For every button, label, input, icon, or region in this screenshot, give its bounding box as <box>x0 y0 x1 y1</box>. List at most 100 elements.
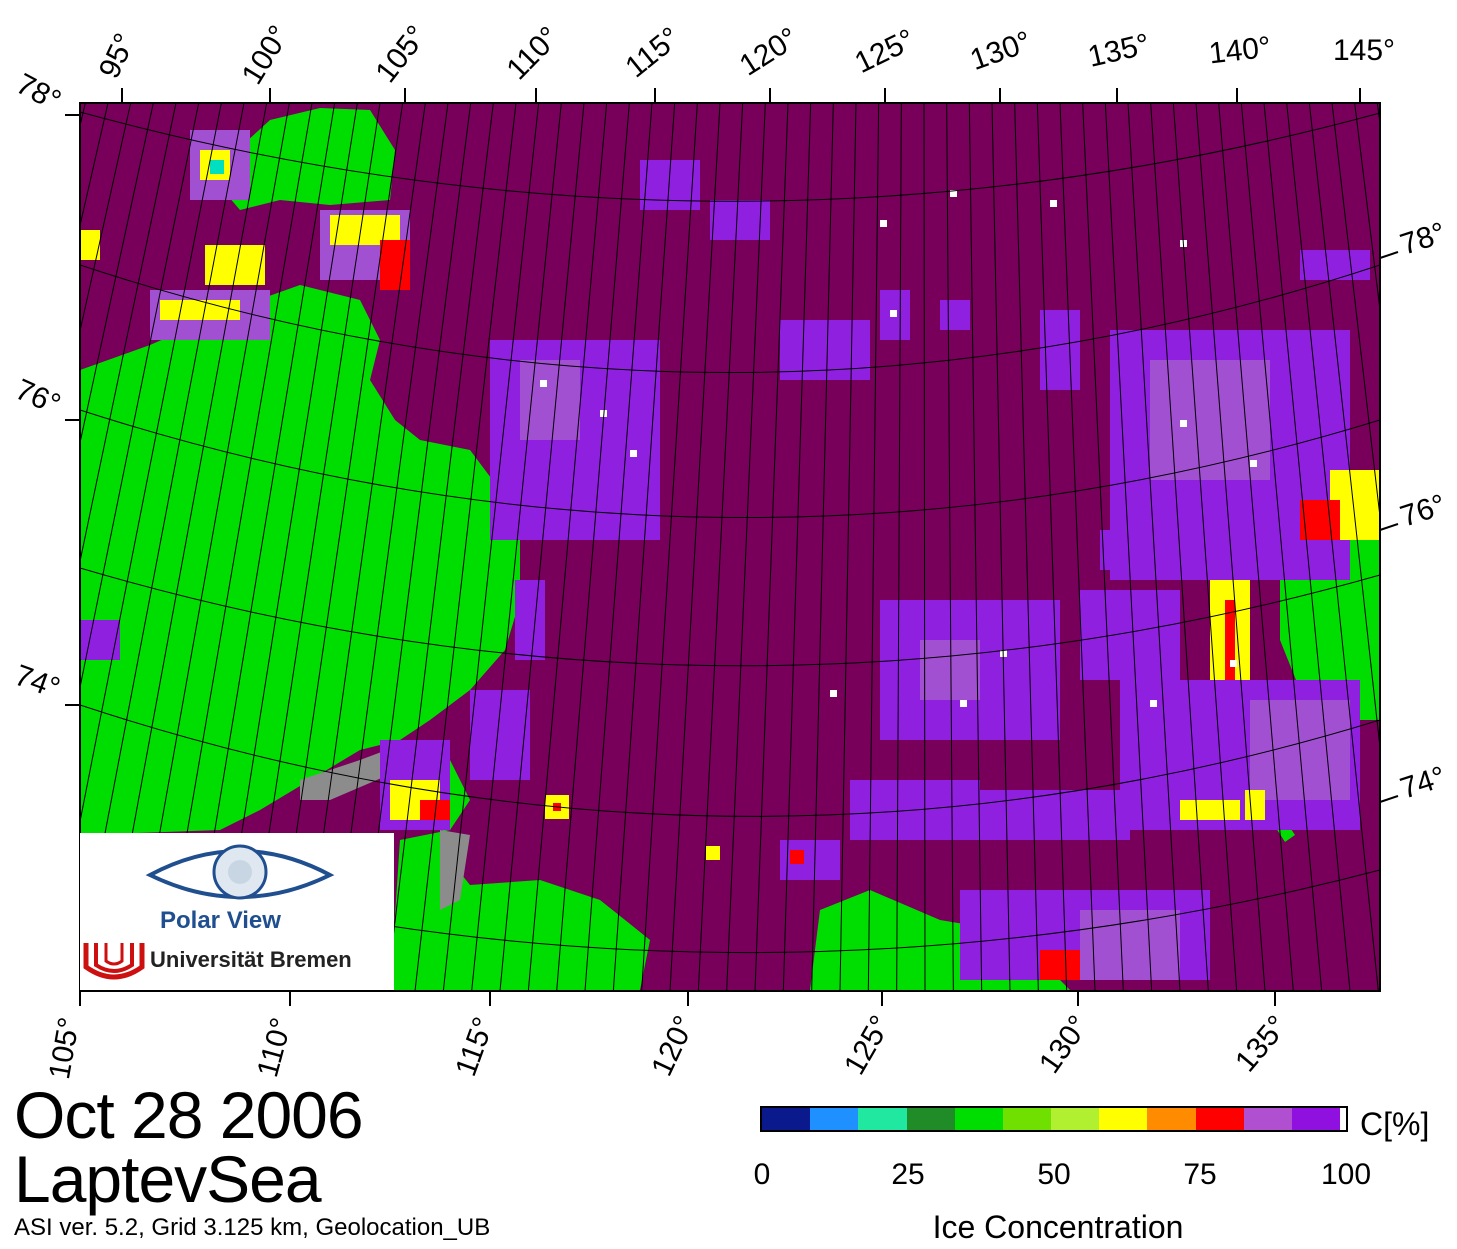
ice-patch <box>1080 910 1180 980</box>
meridian-line <box>556 103 630 991</box>
meridian-line <box>527 103 608 991</box>
ice-speck <box>960 700 967 707</box>
colorbar-segment <box>1051 1108 1100 1130</box>
colorbar-tick-label: 0 <box>753 1158 771 1191</box>
tick-label: 76° <box>10 373 65 422</box>
colorbar-segment <box>1099 1108 1148 1130</box>
meridian-line <box>782 103 812 991</box>
meridian-line <box>0 103 40 991</box>
meridian-line <box>1331 103 1380 522</box>
ice-speck <box>1150 700 1157 707</box>
ice-patch <box>1180 800 1240 820</box>
tick-label: 135° <box>1229 1010 1294 1079</box>
colorbar-segment <box>1340 1108 1347 1130</box>
ice-patch <box>80 230 100 260</box>
colorbar-segment <box>858 1108 907 1130</box>
meridian-line <box>1195 103 1266 991</box>
lena-delta-land <box>390 750 650 990</box>
colorbar-tick-label: 50 <box>1037 1158 1071 1191</box>
sea-ice-patches <box>80 130 1380 980</box>
tick-label: 78° <box>11 67 67 117</box>
meridian-line <box>0 103 63 991</box>
tick-label: 120° <box>734 21 804 82</box>
tick-label: 115° <box>619 21 686 84</box>
ice-patch <box>1080 590 1180 680</box>
ice-patch <box>1300 250 1370 280</box>
ice-speck <box>540 380 547 387</box>
ice-patch <box>940 300 970 330</box>
meridian-line <box>669 103 721 991</box>
meridian-line <box>1172 103 1238 991</box>
colorbar-segment <box>1195 1108 1244 1130</box>
tick-label: 74° <box>10 659 64 706</box>
colorbar-segment <box>906 1108 955 1130</box>
region-label: LaptevSea <box>14 1142 322 1216</box>
meridian-line <box>1127 103 1181 991</box>
tick-label: 120° <box>645 1011 701 1081</box>
tick-label: 105° <box>369 20 433 89</box>
ice-patch <box>1245 790 1265 820</box>
tick-mark <box>1379 523 1399 531</box>
tick-label: 74° <box>1396 760 1449 805</box>
ice-patch <box>470 690 530 780</box>
colorbar-tick-label: 100 <box>1320 1158 1372 1191</box>
ice-speck <box>950 190 957 197</box>
tick-label: 105° <box>43 1015 86 1082</box>
ice-patch <box>520 360 580 440</box>
tick-label: 115° <box>449 1013 500 1081</box>
ice-speck <box>880 220 887 227</box>
ice-patch <box>205 245 265 285</box>
meridian-line <box>1014 103 1039 991</box>
meridian-line <box>923 103 926 991</box>
tick-label: 76° <box>1396 488 1449 533</box>
meridian-line <box>754 103 789 991</box>
ice-patch <box>920 640 980 700</box>
ice-patch <box>515 580 545 660</box>
map-frame <box>79 102 1381 992</box>
tick-label: 135° <box>1085 28 1153 74</box>
date-label: Oct 28 2006 <box>14 1078 364 1152</box>
meridian-line <box>991 103 1011 991</box>
eye-icon <box>145 844 335 900</box>
meridian-line <box>811 103 834 991</box>
colorbar-segment <box>810 1108 859 1130</box>
graticule <box>0 103 1380 991</box>
latitude-line <box>80 264 1380 373</box>
colorbar-segment <box>762 1108 811 1130</box>
tick-label: 140° <box>1207 31 1272 71</box>
colorbar-segment <box>1147 1108 1196 1130</box>
meridian-line <box>386 103 494 991</box>
tick-label: 130° <box>1033 1010 1096 1080</box>
tick-label: 100° <box>236 20 297 90</box>
colorbar-segment <box>954 1108 1003 1130</box>
latitude-line <box>80 111 1380 202</box>
meridian-line <box>867 103 880 991</box>
coastal-mask <box>300 745 400 800</box>
taymyr-land <box>80 285 520 835</box>
ice-speck <box>1050 200 1057 207</box>
ice-patch <box>1225 600 1235 680</box>
meridian-line <box>726 103 766 991</box>
product-info: ASI ver. 5.2, Grid 3.125 km, Geolocation… <box>14 1214 491 1241</box>
colorbar-tick-label: 25 <box>891 1158 925 1191</box>
logo-university: Universität Bremen <box>150 947 352 972</box>
meridian-line <box>896 103 902 991</box>
meridian-line <box>584 103 653 991</box>
meridian-line <box>1036 103 1068 991</box>
meridian-line <box>1286 103 1379 991</box>
colorbar-segment <box>1243 1108 1292 1130</box>
tick-label: 110° <box>500 20 565 86</box>
ice-speck <box>890 310 897 317</box>
meridian-line <box>839 103 857 991</box>
meridian-line <box>1218 103 1294 991</box>
ice-speck <box>1230 660 1237 667</box>
meridian-line <box>80 103 132 334</box>
ice-speck <box>830 690 837 697</box>
ice-patch <box>160 300 240 320</box>
ice-patch <box>80 620 120 660</box>
ice-patch <box>1300 500 1340 540</box>
ice-patch <box>790 850 804 864</box>
latitude-line <box>80 409 1380 519</box>
meridian-line <box>1354 103 1380 315</box>
